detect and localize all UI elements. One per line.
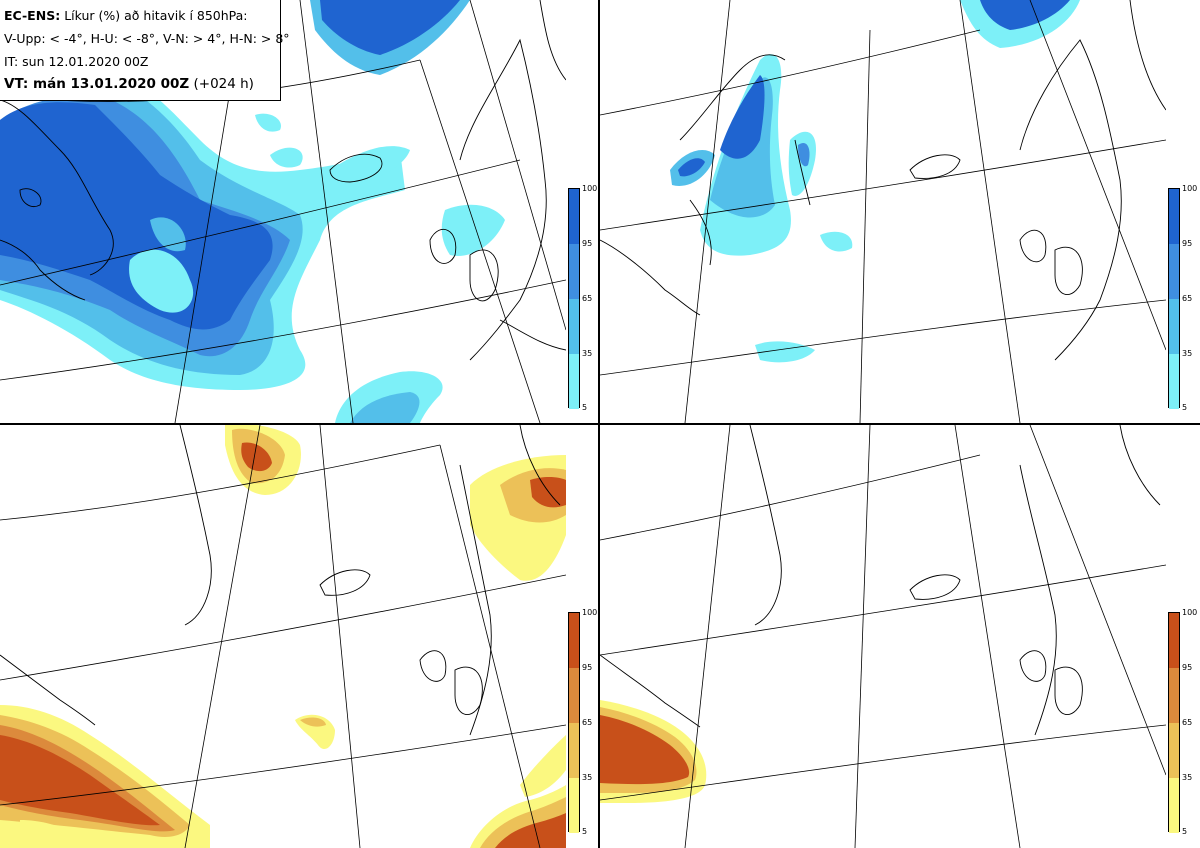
colorbar-tick-label: 65 bbox=[1182, 718, 1193, 727]
colorbar-tick-label: 35 bbox=[1182, 773, 1193, 782]
colorbar-tick-label: 100 bbox=[582, 184, 598, 193]
colorbar-seg bbox=[569, 668, 579, 723]
map-canvas bbox=[600, 0, 1166, 423]
graticule bbox=[600, 0, 1166, 423]
colorbar-tick-label: 95 bbox=[1182, 663, 1193, 672]
colorbar-tick-label: 65 bbox=[582, 718, 593, 727]
colorbar-tick-label: 100 bbox=[582, 608, 598, 617]
colorbar-tick-label: 35 bbox=[1182, 349, 1193, 358]
colorbar-seg bbox=[569, 299, 579, 354]
coastlines bbox=[0, 425, 561, 736]
product-name: EC-ENS: bbox=[4, 8, 61, 23]
colorbar-tick-label: 35 bbox=[582, 349, 593, 358]
colorbar-tick-label: 95 bbox=[1182, 239, 1193, 248]
colorbar-seg bbox=[1169, 244, 1179, 299]
info-title-line: EC-ENS: Líkur (%) að hitavik í 850hPa: bbox=[4, 4, 276, 27]
panel-divider-vertical bbox=[598, 0, 600, 848]
map-panel-warm-moderate bbox=[0, 425, 566, 848]
map-panel-cold-moderate: EC-ENS: Líkur (%) að hitavik í 850hPa: V… bbox=[0, 0, 566, 423]
probability-field bbox=[0, 425, 566, 848]
colorbar-cold-left bbox=[568, 188, 580, 409]
colorbar-seg bbox=[1169, 299, 1179, 354]
coastlines bbox=[600, 425, 1161, 736]
colorbar-seg bbox=[569, 189, 579, 244]
colorbar-tick-label: 5 bbox=[1182, 403, 1188, 412]
colorbar-seg bbox=[569, 613, 579, 668]
info-initial-time: IT: sun 12.01.2020 00Z bbox=[4, 54, 149, 69]
map-panel-cold-extreme bbox=[600, 0, 1166, 423]
colorbar-seg bbox=[569, 354, 579, 409]
lead-time: (+024 h) bbox=[193, 76, 254, 92]
map-canvas bbox=[600, 425, 1166, 848]
colorbar-tick-label: 100 bbox=[1182, 608, 1198, 617]
colorbar-seg bbox=[1169, 354, 1179, 409]
colorbar-tick-label: 5 bbox=[582, 403, 588, 412]
colorbar-tick-label: 100 bbox=[1182, 184, 1198, 193]
colorbar-tick-label: 95 bbox=[582, 239, 593, 248]
map-canvas bbox=[0, 425, 566, 848]
colorbar-seg bbox=[1169, 668, 1179, 723]
coastlines bbox=[0, 0, 566, 361]
colorbar-tick-label: 35 bbox=[582, 773, 593, 782]
colorbar-cold-right bbox=[1168, 188, 1180, 409]
coastlines bbox=[600, 0, 1166, 361]
colorbar-warm-left bbox=[568, 612, 580, 833]
panel-divider-horizontal bbox=[0, 423, 1200, 425]
colorbar-seg bbox=[1169, 723, 1179, 778]
colorbar-seg bbox=[1169, 189, 1179, 244]
colorbar-seg bbox=[1169, 613, 1179, 668]
colorbar-warm-right bbox=[1168, 612, 1180, 833]
colorbar-tick-label: 5 bbox=[1182, 827, 1188, 836]
colorbar-seg bbox=[569, 778, 579, 833]
colorbar-seg bbox=[1169, 778, 1179, 833]
info-legend-box: EC-ENS: Líkur (%) að hitavik í 850hPa: V… bbox=[0, 0, 290, 101]
info-valid-time-line: VT: mán 13.01.2020 00Z (+024 h) bbox=[4, 73, 276, 96]
info-thresholds: V-Upp: < -4°, H-U: < -8°, V-N: > 4°, H-N… bbox=[4, 31, 290, 46]
graticule bbox=[600, 425, 1166, 848]
colorbar-seg bbox=[569, 244, 579, 299]
map-panel-warm-extreme bbox=[600, 425, 1166, 848]
probability-field bbox=[600, 700, 707, 803]
colorbar-tick-label: 65 bbox=[1182, 294, 1193, 303]
colorbar-tick-label: 5 bbox=[582, 827, 588, 836]
graticule bbox=[0, 425, 566, 848]
probability-field bbox=[0, 0, 505, 423]
colorbar-tick-label: 65 bbox=[582, 294, 593, 303]
colorbar-tick-label: 95 bbox=[582, 663, 593, 672]
probability-field bbox=[670, 0, 1080, 363]
valid-time: VT: mán 13.01.2020 00Z bbox=[4, 76, 190, 92]
product-description: Líkur (%) að hitavik í 850hPa: bbox=[64, 8, 248, 23]
colorbar-seg bbox=[569, 723, 579, 778]
